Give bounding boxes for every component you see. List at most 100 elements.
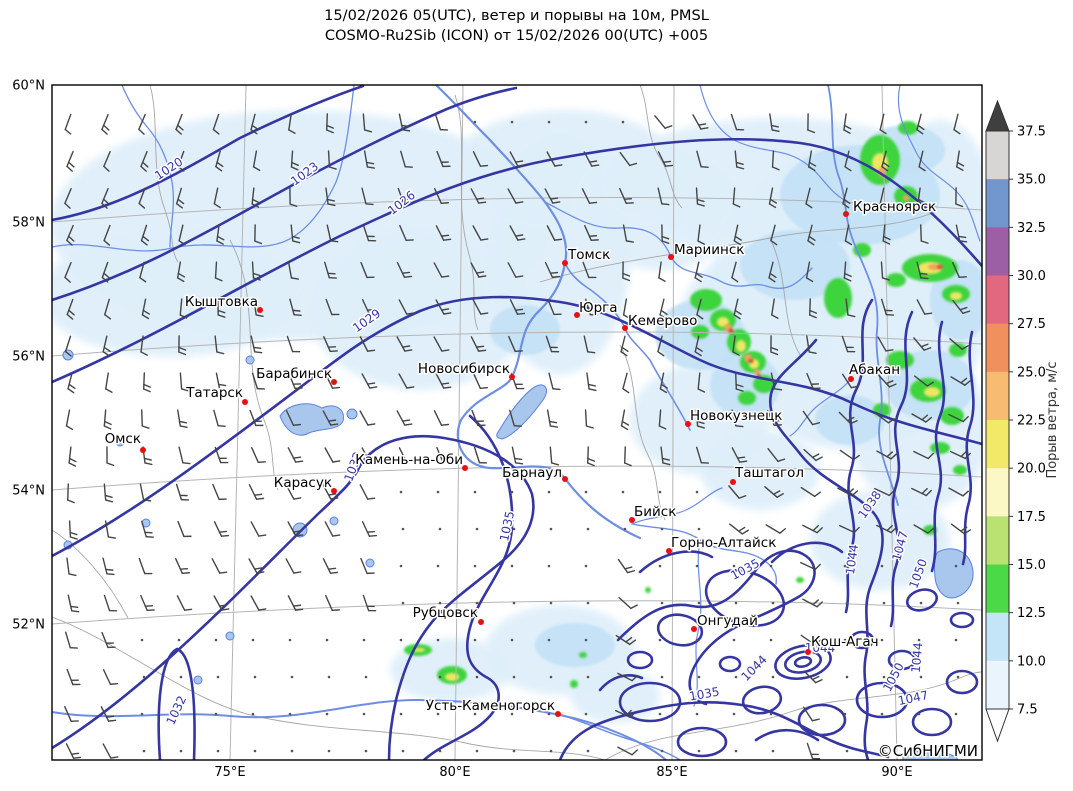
graticule-line [52, 600, 982, 625]
calm-dot [547, 490, 551, 494]
wind-barb-icon [322, 410, 339, 426]
wind-barb-icon [362, 594, 377, 612]
city-marker: Горно-Алтайск [666, 534, 778, 554]
calm-dot [621, 120, 625, 124]
isobar-line [930, 320, 946, 573]
wind-barb-icon [101, 113, 110, 135]
wind-barb-icon [288, 113, 296, 134]
wind-barb-icon [809, 298, 818, 319]
wind-barb-icon [697, 224, 706, 245]
wind-barb-icon [103, 483, 114, 503]
lake [193, 675, 203, 685]
river [897, 85, 981, 242]
wind-barb-icon [581, 188, 598, 204]
wind-barb-icon [952, 300, 971, 314]
wind-barb-icon [881, 150, 890, 172]
wind-barb-icon [767, 410, 782, 426]
wind-barb-icon [548, 372, 561, 391]
gust-shade-blob [645, 587, 651, 593]
wind-barb-icon [617, 672, 638, 682]
wind-barb-icon [837, 487, 858, 497]
city-dot [805, 649, 811, 655]
wind-barb-icon [179, 298, 188, 319]
wind-barb-icon [472, 373, 488, 389]
graticule-line [671, 85, 675, 760]
admin-border [639, 85, 683, 209]
wind-barb-icon [398, 113, 411, 132]
wind-barb-icon [251, 372, 266, 390]
calm-dot [771, 675, 775, 679]
city-marker: Усть-Каменогорск [424, 697, 561, 717]
calm-dot [845, 675, 849, 679]
calm-dot [364, 675, 368, 679]
colorbar-under-arrow [985, 708, 1010, 743]
calm-dot [549, 527, 553, 531]
calm-dot [695, 490, 699, 494]
wind-barb-icon [692, 114, 709, 130]
calm-dot [473, 712, 477, 716]
lake [933, 548, 974, 599]
wind-barb-icon [287, 595, 304, 611]
wind-barb-icon [617, 558, 636, 574]
wind-barb-icon [654, 115, 673, 129]
isobar-loop [887, 649, 917, 671]
lake [496, 384, 548, 440]
wind-barb-icon [361, 373, 378, 389]
wind-barb-icon [215, 150, 224, 172]
calm-dot [179, 675, 183, 679]
title-line-1: 15/02/2026 05(UTC), ветер и порывы на 10… [324, 7, 709, 24]
wind-barb-icon [916, 299, 933, 315]
city-dot [478, 619, 484, 625]
city-label: Камень-на-Оби [355, 452, 463, 468]
wind-barb-icon [807, 113, 816, 134]
river [699, 85, 847, 202]
wind-barb-icon [802, 410, 821, 426]
calm-dot [436, 638, 440, 642]
calm-dot [510, 564, 514, 568]
wind-barb-icon [729, 523, 749, 535]
gust-shade-blob [445, 673, 459, 681]
wind-barb-icon [920, 224, 929, 244]
river [544, 201, 813, 289]
wind-barb-icon [68, 446, 77, 467]
isobar-line [52, 137, 982, 384]
calm-dot [769, 638, 773, 642]
wind-barb-icon [948, 487, 969, 497]
city-label: Горно-Алтайск [671, 535, 776, 551]
calm-dot [251, 638, 255, 642]
wind-barb-icon [287, 447, 304, 463]
wind-barb-icon [953, 113, 961, 135]
wind-barb-icon [843, 113, 852, 134]
river [557, 713, 681, 760]
isobar-line [52, 85, 365, 222]
lake [225, 631, 235, 641]
wind-barb-icon [254, 224, 263, 245]
calm-dot [880, 638, 884, 642]
lake [62, 349, 74, 361]
city-dot [574, 312, 580, 318]
wind-barb-icon [362, 113, 373, 133]
wind-barb-icon [845, 298, 856, 318]
lon-tick-label: 75°E [214, 765, 245, 780]
wind-barb-icon [287, 261, 300, 280]
calm-dot [473, 120, 477, 124]
calm-dot [547, 712, 551, 716]
city-dot [257, 307, 263, 313]
wind-barb-icon [880, 261, 890, 281]
isobar-loop [656, 613, 704, 647]
calm-dot [325, 712, 329, 716]
wind-barb-icon [396, 336, 413, 352]
isobar-loop [741, 685, 783, 715]
isobar-loop [797, 703, 847, 737]
wind-barb-icon [949, 338, 969, 350]
wind-barb-icon [470, 188, 487, 204]
wind-barb-icon [436, 446, 451, 464]
wind-barb-icon [911, 413, 932, 423]
wind-barb-icon [765, 524, 786, 534]
city-label: Онгудай [697, 613, 758, 629]
wind-barb-icon [102, 743, 119, 759]
wind-barb-icon [913, 450, 934, 460]
city-marker: Барнаул [501, 464, 568, 483]
wind-barb-icon [800, 561, 821, 571]
gust-shade-blob [898, 121, 918, 135]
